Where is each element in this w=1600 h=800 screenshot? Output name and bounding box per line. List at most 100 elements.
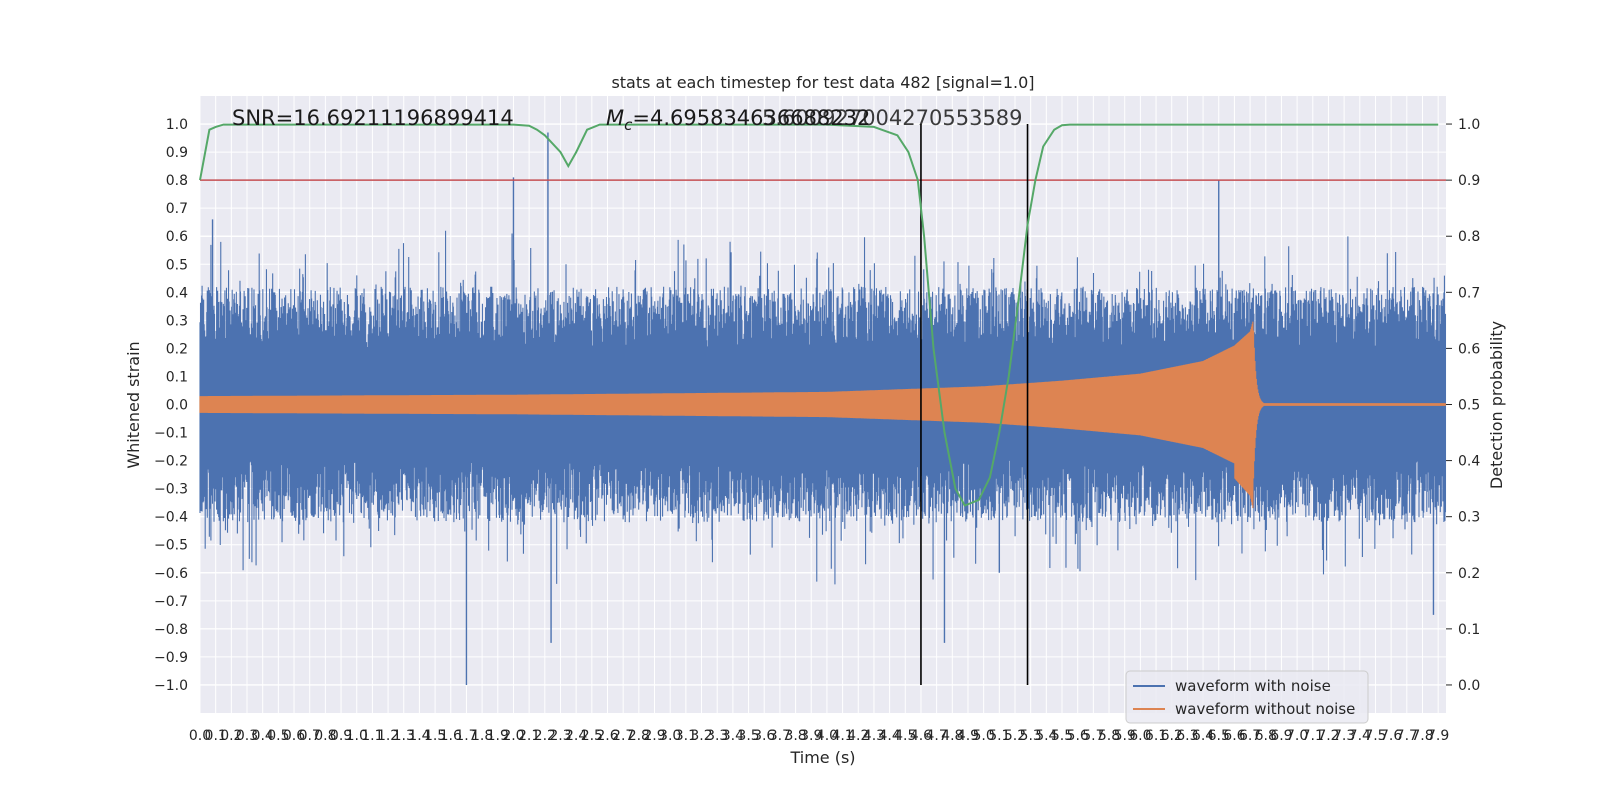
overlays: [199, 123, 1446, 685]
legend-label-noise: waveform with noise: [1175, 677, 1331, 695]
y2-axis-label: Detection probability: [1487, 321, 1506, 489]
x-tick-label: 5.5: [1051, 728, 1073, 744]
clean-waveform-line: [199, 321, 1446, 509]
x-tick-label: 1.3: [393, 728, 415, 744]
x-tick-label: 1.5: [424, 728, 446, 744]
x-tick-label: 1.0: [346, 728, 368, 744]
x-tick-label: 4.3: [863, 728, 885, 744]
x-tick-label: 7.3: [1333, 728, 1355, 744]
x-tick-label: 6.6: [1223, 728, 1245, 744]
x-tick-label: 1.8: [471, 728, 493, 744]
x-tick-label: 4.8: [941, 728, 963, 744]
x-tick-label: 3.3: [706, 728, 728, 744]
x-tick-label: 0.1: [205, 728, 227, 744]
x-tick-label: 1.6: [440, 728, 462, 744]
x-tick-label: 0.7: [299, 728, 321, 744]
y-tick-label: 0.9: [166, 145, 188, 161]
mc-value: =4.695834636688232: [632, 106, 870, 130]
x-tick-label: 0.2: [220, 728, 242, 744]
x-tick-label: 5.4: [1035, 728, 1057, 744]
x-tick-label: 1.7: [455, 728, 477, 744]
x-tick-label: 2.9: [643, 728, 665, 744]
x-tick-label: 0.4: [252, 728, 274, 744]
x-tick-label: 7.4: [1349, 728, 1371, 744]
x-tick-label: 3.8: [784, 728, 806, 744]
y-tick-label: 0.1: [166, 369, 188, 385]
x-tick-label: 3.7: [769, 728, 791, 744]
y-tick-label: −0.7: [154, 594, 188, 610]
x-tick-label: 7.0: [1286, 728, 1308, 744]
x-tick-label: 7.9: [1427, 728, 1449, 744]
x-axis-label: Time (s): [789, 748, 855, 767]
snr-annotation: SNR=16.69211196899414: [232, 106, 514, 130]
x-tick-label: 6.5: [1208, 728, 1230, 744]
x-tick-label: 0.8: [314, 728, 336, 744]
y2-tick-label: 0.5: [1458, 398, 1480, 414]
x-tick-label: 6.8: [1255, 728, 1277, 744]
x-tick-label: 5.9: [1114, 728, 1136, 744]
x-tick-label: 2.7: [612, 728, 634, 744]
x-tick-label: 5.7: [1082, 728, 1104, 744]
x-tick-label: 2.1: [518, 728, 540, 744]
x-tick-label: 4.5: [894, 728, 916, 744]
y2-tick-label: 0.8: [1458, 229, 1480, 245]
x-tick-label: 4.4: [878, 728, 900, 744]
x-tick-label: 2.4: [565, 728, 587, 744]
x-tick-label: 6.2: [1161, 728, 1183, 744]
x-tick-label: 2.2: [534, 728, 556, 744]
y-tick-label: 0.3: [166, 313, 188, 329]
mc-symbol: M: [606, 106, 624, 130]
x-tick-label: 1.9: [487, 728, 509, 744]
x-tick-label: 2.6: [596, 728, 618, 744]
y2-tick-label: 1.0: [1458, 117, 1480, 133]
y-axis-label: Whitened strain: [124, 341, 143, 468]
y-tick-label: 0.7: [166, 201, 188, 217]
mc-annotation: Mc=4.695834636688232: [606, 106, 870, 134]
y-tick-label: −0.9: [154, 650, 188, 666]
x-tick-label: 3.1: [675, 728, 697, 744]
x-tick-label: 7.7: [1396, 728, 1418, 744]
y-tick-label: −0.6: [154, 566, 188, 582]
x-tick-label: 4.1: [831, 728, 853, 744]
x-tick-label: 0.5: [267, 728, 289, 744]
x-tick-label: 2.3: [549, 728, 571, 744]
x-ticks: 0.00.10.20.30.40.50.60.70.80.91.01.11.21…: [189, 728, 1449, 744]
y2-tick-label: 0.7: [1458, 285, 1480, 301]
x-tick-label: 0.6: [283, 728, 305, 744]
x-tick-label: 5.6: [1067, 728, 1089, 744]
x-tick-label: 6.9: [1270, 728, 1292, 744]
legend: waveform with noise waveform without noi…: [1125, 670, 1369, 724]
y-tick-label: −0.1: [154, 426, 188, 442]
x-tick-label: 3.5: [737, 728, 759, 744]
x-tick-label: 1.4: [408, 728, 430, 744]
x-tick-label: 2.5: [581, 728, 603, 744]
x-tick-label: 3.6: [753, 728, 775, 744]
y2-ticks: 1.0 0.9 0.8 0.7 0.6 0.5 0.4 0.3 0.2 0.1 0.0: [1446, 117, 1480, 694]
x-tick-label: 6.1: [1145, 728, 1167, 744]
x-tick-label: 4.9: [957, 728, 979, 744]
x-tick-label: 7.8: [1411, 728, 1433, 744]
clean-series: [199, 321, 1446, 509]
x-tick-label: 2.0: [502, 728, 524, 744]
x-tick-label: 4.0: [816, 728, 838, 744]
y-tick-label: 1.0: [166, 117, 188, 133]
x-tick-label: 3.4: [722, 728, 744, 744]
y2-tick-label: 0.1: [1458, 622, 1480, 638]
y2-tick-label: 0.6: [1458, 341, 1480, 357]
y2-tick-label: 0.4: [1458, 454, 1480, 470]
x-tick-label: 0.3: [236, 728, 258, 744]
y-tick-label: 0.6: [166, 229, 188, 245]
x-tick-label: 5.8: [1098, 728, 1120, 744]
x-tick-label: 4.6: [910, 728, 932, 744]
y-ticks: 1.0 0.9 0.8 0.7 0.6 0.5 0.4 0.3 0.2 0.1 0.0 −0.1 −0.…: [154, 117, 188, 694]
x-tick-label: 0.9: [330, 728, 352, 744]
y-tick-label: 0.5: [166, 257, 188, 273]
x-tick-label: 3.0: [659, 728, 681, 744]
y-tick-label: 0.0: [166, 398, 188, 414]
y-tick-label: −0.8: [154, 622, 188, 638]
y2-tick-label: 0.0: [1458, 678, 1480, 694]
x-tick-label: 3.2: [690, 728, 712, 744]
x-tick-label: 7.6: [1380, 728, 1402, 744]
x-tick-label: 4.7: [925, 728, 947, 744]
